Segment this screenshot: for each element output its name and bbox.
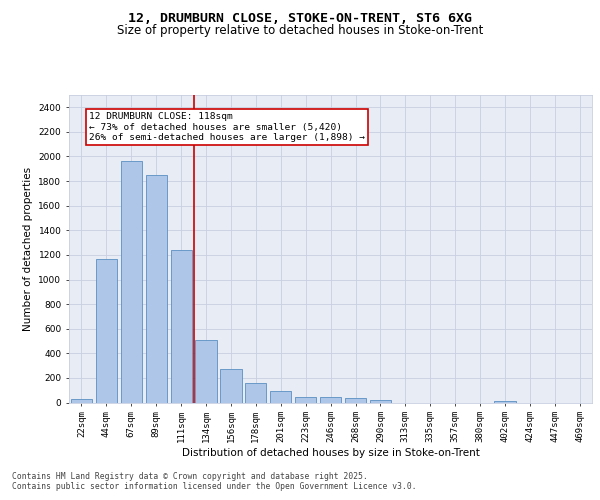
- Bar: [220, 370, 242, 402]
- Text: 12, DRUMBURN CLOSE, STOKE-ON-TRENT, ST6 6XG: 12, DRUMBURN CLOSE, STOKE-ON-TRENT, ST6 …: [128, 12, 472, 26]
- Bar: [121, 162, 142, 402]
- Text: Size of property relative to detached houses in Stoke-on-Trent: Size of property relative to detached ho…: [117, 24, 483, 37]
- Y-axis label: Number of detached properties: Number of detached properties: [23, 166, 33, 331]
- Bar: [494, 400, 515, 402]
- Bar: [146, 175, 167, 402]
- Bar: [196, 340, 217, 402]
- Bar: [245, 384, 266, 402]
- Bar: [270, 392, 292, 402]
- X-axis label: Distribution of detached houses by size in Stoke-on-Trent: Distribution of detached houses by size …: [182, 448, 479, 458]
- Text: Contains HM Land Registry data © Crown copyright and database right 2025.: Contains HM Land Registry data © Crown c…: [12, 472, 368, 481]
- Bar: [71, 399, 92, 402]
- Bar: [96, 258, 117, 402]
- Text: 12 DRUMBURN CLOSE: 118sqm
← 73% of detached houses are smaller (5,420)
26% of se: 12 DRUMBURN CLOSE: 118sqm ← 73% of detac…: [89, 112, 365, 142]
- Bar: [295, 396, 316, 402]
- Bar: [170, 250, 192, 402]
- Text: Contains public sector information licensed under the Open Government Licence v3: Contains public sector information licen…: [12, 482, 416, 491]
- Bar: [345, 398, 366, 402]
- Bar: [320, 398, 341, 402]
- Bar: [370, 400, 391, 402]
